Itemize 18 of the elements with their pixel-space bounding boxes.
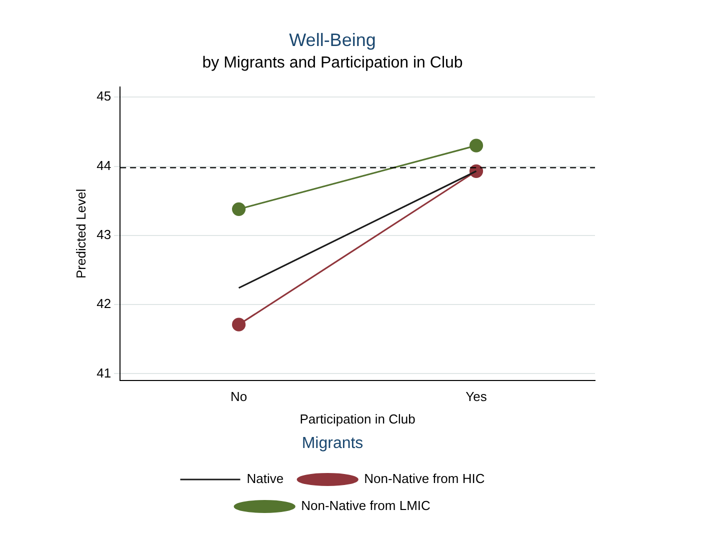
chart-title: Well-Being: [289, 30, 376, 50]
y-tick-label: 43: [96, 227, 112, 242]
y-tick-label: 45: [96, 88, 112, 104]
x-tick-label: Yes: [466, 388, 488, 404]
y-tick-label: 44: [96, 158, 112, 173]
point: [232, 202, 246, 216]
legend-label: Native: [246, 471, 284, 486]
y-axis-title: Predicted Level: [73, 188, 88, 279]
y-tick-label: 41: [96, 365, 112, 380]
x-tick-label: No: [230, 388, 248, 404]
legend-title: Migrants: [302, 435, 364, 452]
y-tick-label: 42: [96, 296, 112, 312]
x-axis-title: Participation in Club: [300, 412, 416, 427]
chart-subtitle: by Migrants and Participation in Club: [202, 54, 463, 72]
legend-label: Non-Native from HIC: [364, 471, 485, 486]
point: [232, 318, 246, 332]
legend-label: Non-Native from LMIC: [301, 498, 430, 514]
point: [469, 138, 484, 152]
